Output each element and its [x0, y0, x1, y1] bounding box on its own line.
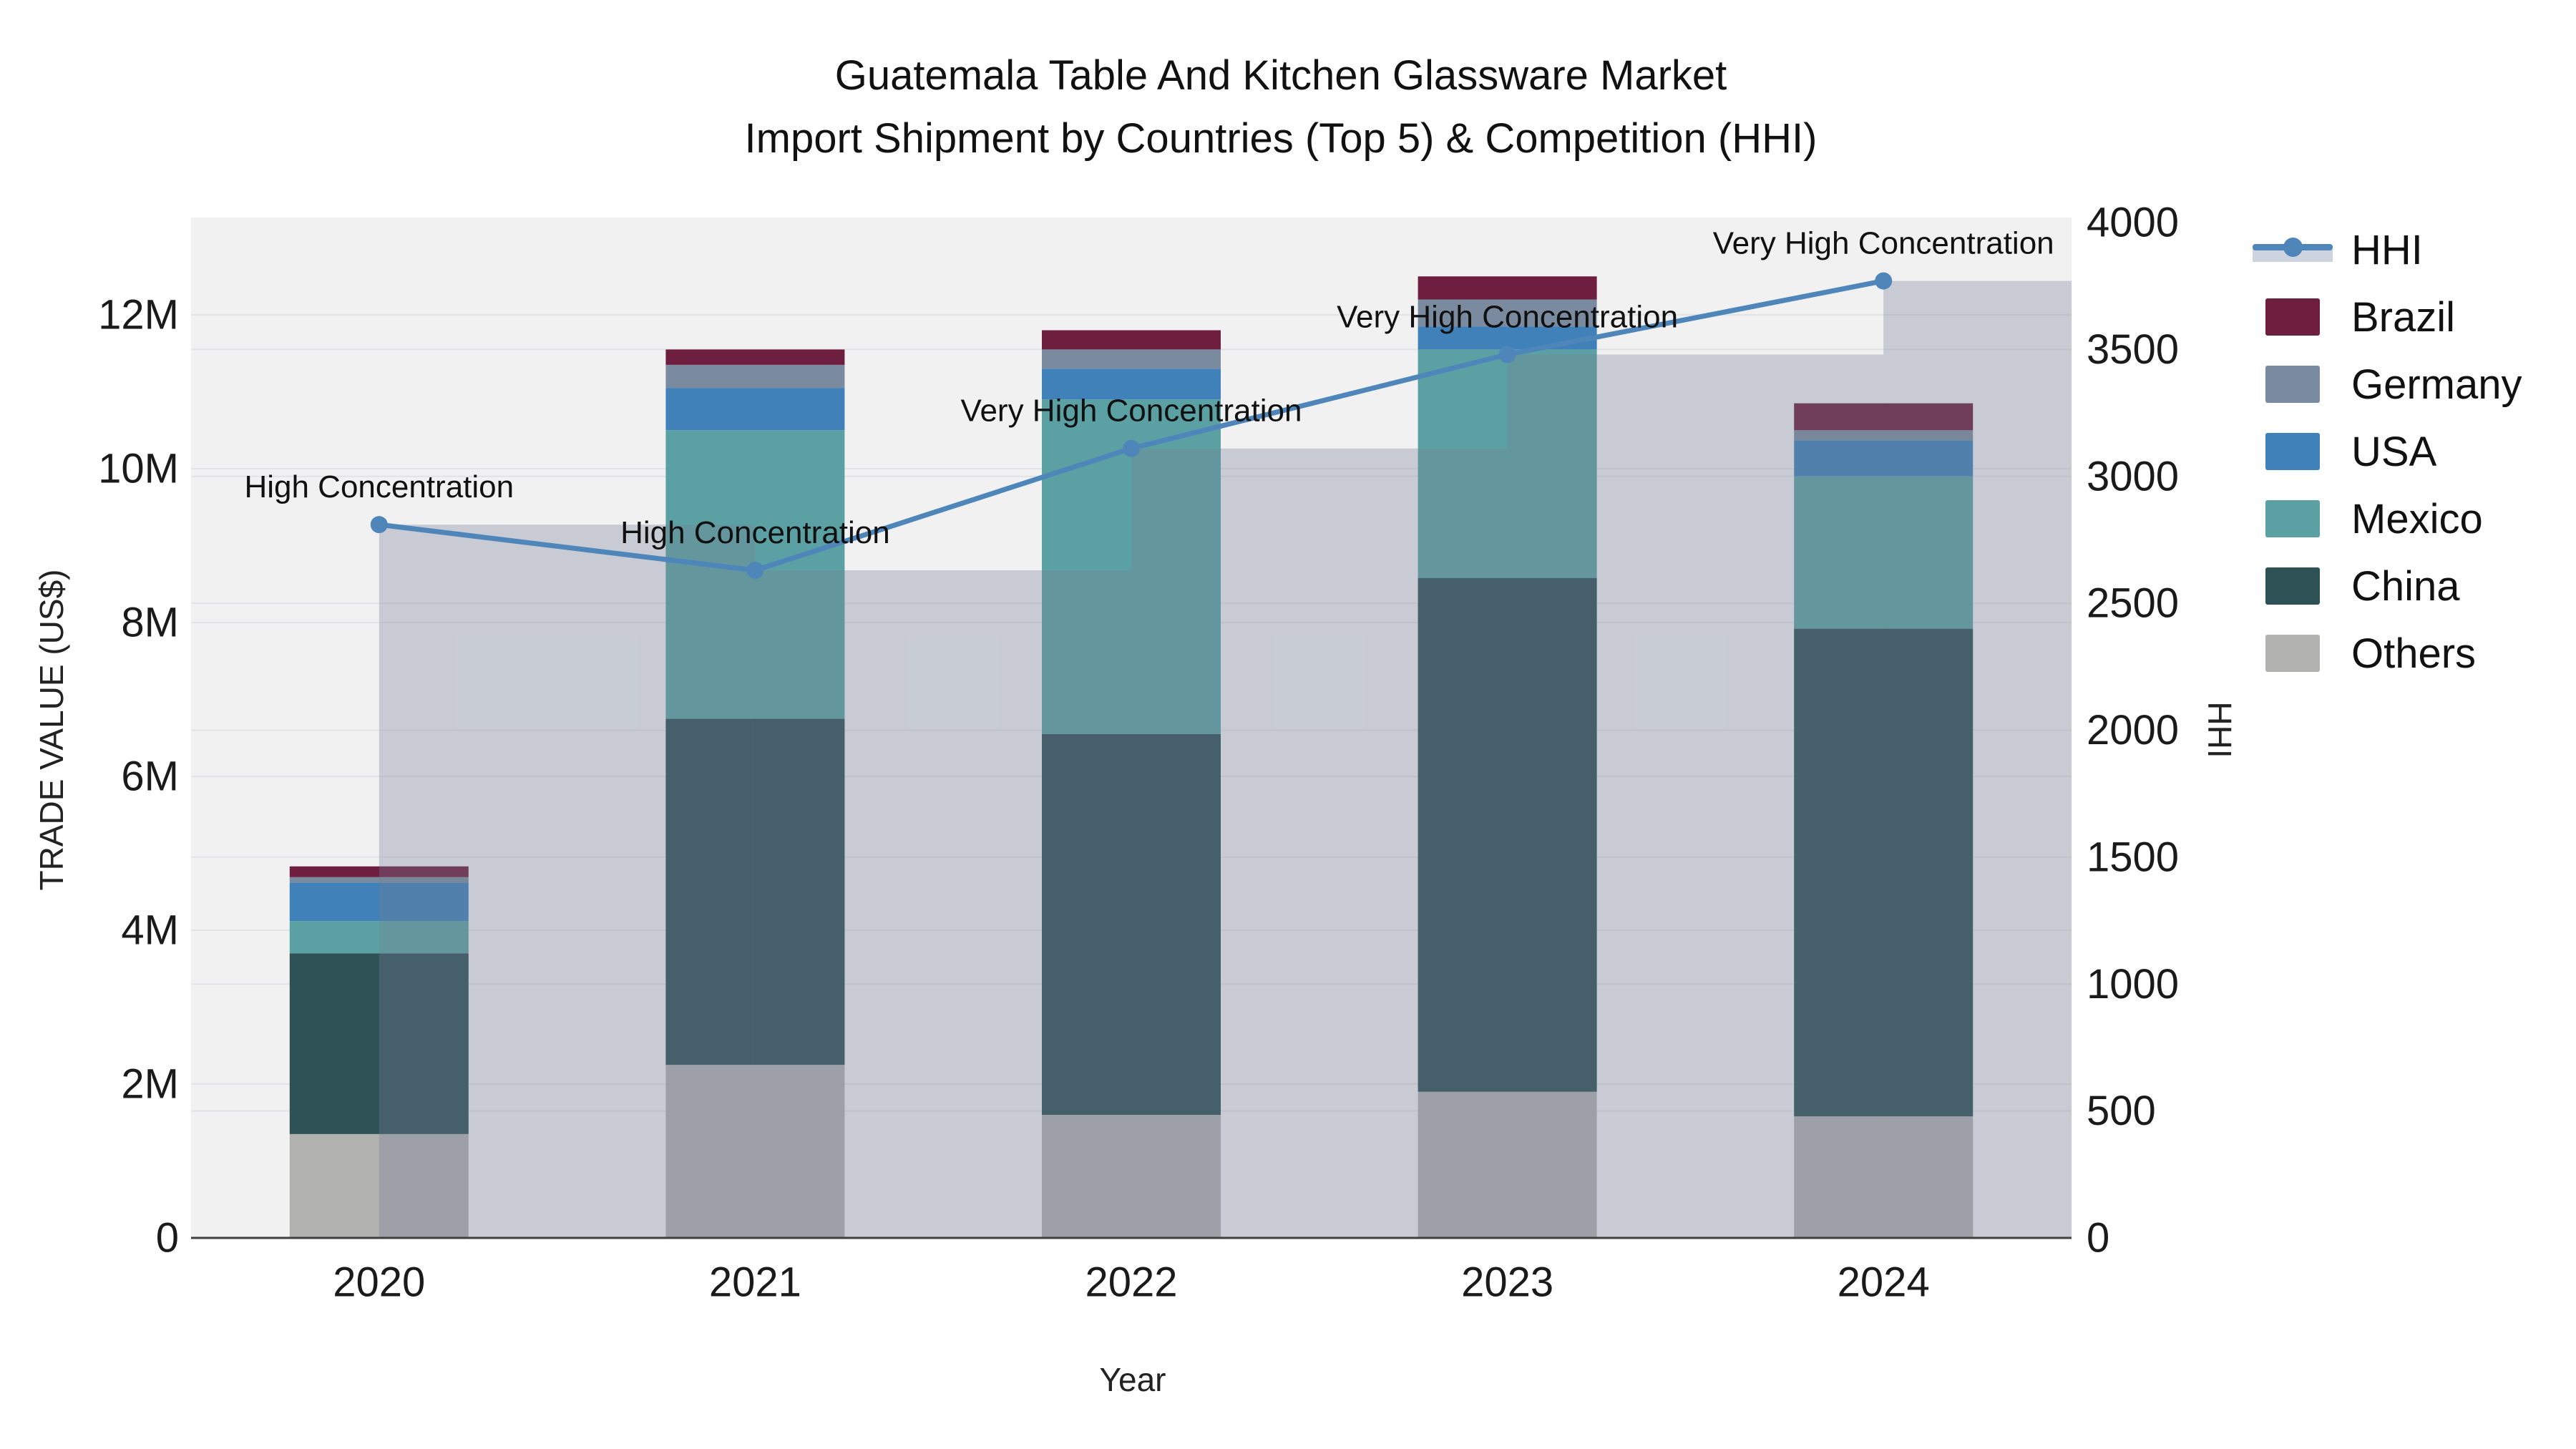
bar-segment-2020-usa — [289, 882, 469, 922]
legend-item-germany[interactable]: Germany — [2253, 351, 2522, 418]
legend-swatch-icon — [2253, 633, 2333, 674]
annotation-2022: Very High Concentration — [961, 394, 1302, 429]
legend-swatch-icon — [2253, 498, 2333, 540]
left-tick-2M: 2M — [121, 1061, 179, 1108]
bar-segment-2022-brazil — [1042, 330, 1221, 350]
x-tick-2020: 2020 — [333, 1259, 425, 1306]
bar-segment-2024-mexico — [1794, 476, 1974, 629]
legend-item-usa[interactable]: USA — [2253, 418, 2522, 485]
legend-item-others[interactable]: Others — [2253, 620, 2522, 687]
x-axis-title: Year — [1099, 1361, 1166, 1398]
hhi-band-2020 — [379, 525, 756, 1238]
right-tick-3500: 3500 — [2087, 326, 2179, 373]
annotation-2023: Very High Concentration — [1337, 299, 1678, 334]
bar-segment-2024-germany — [1794, 430, 1974, 441]
hhi-line-icon — [2253, 229, 2333, 270]
left-tick-12M: 12M — [98, 292, 179, 338]
bar-segment-2021-others — [665, 1065, 845, 1238]
x-tick-2023: 2023 — [1461, 1259, 1553, 1306]
hhi-band-2023 — [1507, 354, 1884, 1239]
right-tick-1500: 1500 — [2087, 834, 2179, 880]
bar-segment-2023-others — [1418, 1091, 1597, 1238]
right-tick-3000: 3000 — [2087, 453, 2179, 499]
bar-segment-2020-china — [289, 953, 469, 1134]
left-tick-4M: 4M — [121, 907, 179, 954]
right-tick-1000: 1000 — [2087, 961, 2179, 1008]
bar-segment-2021-germany — [665, 364, 845, 389]
bar-segment-2024-brazil — [1794, 403, 1974, 431]
hhi-marker-2020 — [370, 516, 388, 534]
x-tick-2024: 2024 — [1838, 1259, 1930, 1306]
left-tick-10M: 10M — [98, 446, 179, 492]
legend-label-brazil: Brazil — [2351, 293, 2456, 341]
bar-segment-2021-brazil — [665, 349, 845, 365]
bar-segment-2020-germany — [289, 877, 469, 883]
hhi-marker-2021 — [746, 562, 764, 580]
right-tick-0: 0 — [2087, 1215, 2109, 1262]
legend-swatch-icon — [2253, 431, 2333, 472]
annotation-2024: Very High Concentration — [1713, 226, 2054, 261]
annotation-2021: High Concentration — [620, 515, 890, 550]
bar-segment-2020-brazil — [289, 866, 469, 877]
bar-segment-2023-germany — [1418, 299, 1597, 327]
hhi-marker-2023 — [1498, 346, 1516, 364]
legend-label-china: China — [2351, 562, 2460, 610]
legend-label-mexico: Mexico — [2351, 495, 2483, 542]
right-tick-500: 500 — [2087, 1088, 2156, 1134]
annotation-2020: High Concentration — [244, 469, 514, 504]
right-tick-2500: 2500 — [2087, 580, 2179, 627]
bar-segment-2022-others — [1042, 1115, 1221, 1238]
legend-label-hhi: HHI — [2351, 226, 2423, 273]
left-tick-6M: 6M — [121, 753, 179, 800]
bar-segment-2020-others — [289, 1133, 469, 1238]
bar-segment-2022-usa — [1042, 369, 1221, 400]
right-tick-2000: 2000 — [2087, 707, 2179, 753]
legend-label-germany: Germany — [2351, 361, 2522, 408]
chart-title: Guatemala Table And Kitchen Glassware Ma… — [0, 44, 2562, 170]
right-tick-4000: 4000 — [2087, 200, 2179, 246]
bar-segment-2024-usa — [1794, 440, 1974, 477]
bar-segment-2021-china — [665, 718, 845, 1065]
chart-title-line2: Import Shipment by Countries (Top 5) & C… — [744, 115, 1818, 162]
hhi-band-2024 — [1883, 280, 2072, 1238]
bar-segment-2023-china — [1418, 577, 1597, 1092]
legend-item-brazil[interactable]: Brazil — [2253, 283, 2522, 351]
bar-segment-2023-brazil — [1418, 276, 1597, 300]
legend-item-hhi[interactable]: HHI — [2253, 216, 2522, 283]
legend-swatch-icon — [2253, 296, 2333, 338]
bar-segment-2024-others — [1794, 1116, 1974, 1238]
bar-segment-2024-china — [1794, 628, 1974, 1117]
bar-segment-2023-mexico — [1418, 349, 1597, 578]
bar-segment-2022-germany — [1042, 349, 1221, 369]
legend-label-usa: USA — [2351, 428, 2437, 475]
x-tick-2021: 2021 — [709, 1259, 801, 1306]
chart-title-line1: Guatemala Table And Kitchen Glassware Ma… — [834, 52, 1727, 99]
legend-label-others: Others — [2351, 630, 2477, 677]
bar-segment-2020-mexico — [289, 921, 469, 954]
hhi-marker-2022 — [1123, 439, 1140, 457]
hhi-band-2022 — [1131, 448, 1508, 1238]
x-tick-2022: 2022 — [1085, 1259, 1177, 1306]
legend-item-china[interactable]: China — [2253, 552, 2522, 620]
left-tick-0: 0 — [156, 1215, 179, 1262]
bar-segment-2022-china — [1042, 733, 1221, 1115]
bar-segment-2021-usa — [665, 388, 845, 431]
left-tick-8M: 8M — [121, 600, 179, 646]
hhi-marker-2024 — [1875, 272, 1893, 290]
legend-swatch-icon — [2253, 364, 2333, 405]
legend-swatch-icon — [2253, 565, 2333, 607]
legend: HHI Brazil Germany USA Mexico China Others — [2253, 216, 2522, 687]
hhi-band-2021 — [755, 570, 1131, 1238]
bar-segment-2023-usa — [1418, 326, 1597, 350]
legend-item-mexico[interactable]: Mexico — [2253, 485, 2522, 552]
